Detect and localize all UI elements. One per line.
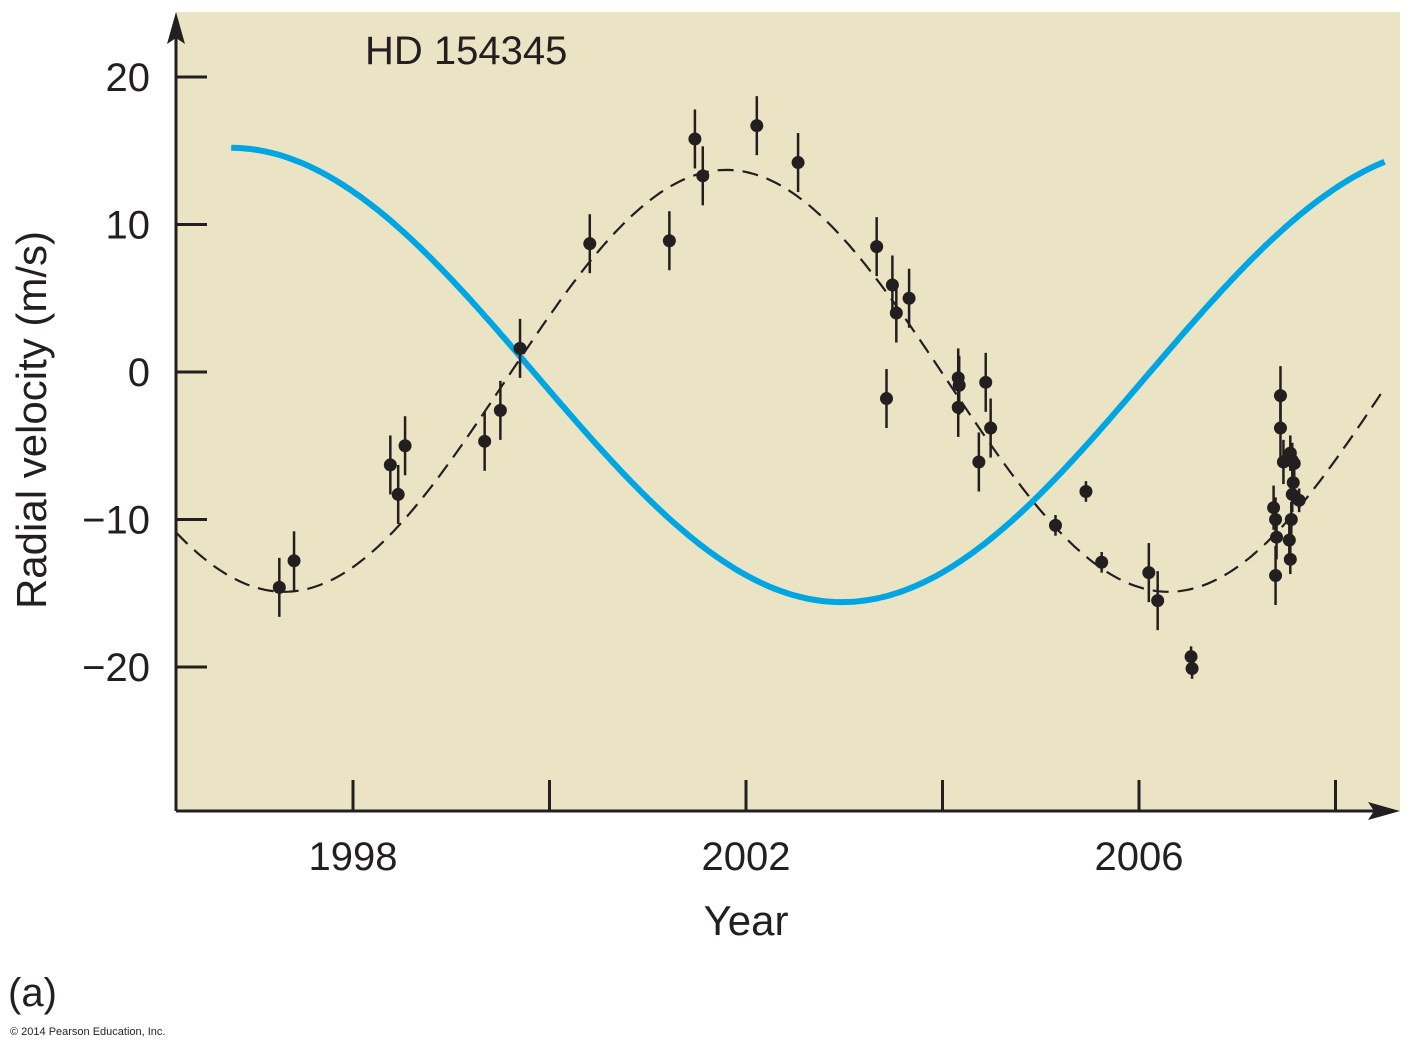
data-point bbox=[1151, 571, 1165, 631]
chart-title: HD 154345 bbox=[365, 29, 567, 73]
data-point bbox=[879, 369, 893, 429]
data-point bbox=[1048, 515, 1062, 536]
data-point bbox=[478, 411, 492, 471]
point-marker bbox=[1287, 456, 1301, 470]
y-axis-arrow-icon bbox=[167, 12, 185, 44]
point-marker bbox=[1185, 661, 1199, 675]
point-marker bbox=[1048, 518, 1062, 532]
data-point bbox=[1292, 488, 1306, 513]
y-tick-label: −20 bbox=[82, 646, 150, 690]
data-point bbox=[979, 352, 993, 412]
point-marker bbox=[1184, 650, 1198, 664]
point-marker bbox=[1142, 566, 1156, 580]
x-tick-label: 2002 bbox=[702, 835, 791, 879]
point-marker bbox=[391, 487, 405, 501]
dashed-fit-curve bbox=[175, 168, 1386, 593]
point-marker bbox=[1283, 552, 1297, 566]
panel-label: (a) bbox=[8, 971, 57, 1015]
point-marker bbox=[688, 132, 702, 146]
data-point bbox=[870, 217, 884, 277]
axes bbox=[167, 12, 1400, 820]
point-marker bbox=[1267, 501, 1281, 515]
point-marker bbox=[398, 439, 412, 453]
y-tick-label: 20 bbox=[106, 56, 151, 100]
data-point bbox=[662, 211, 676, 271]
y-tick-label: −10 bbox=[82, 499, 150, 543]
data-point bbox=[1079, 481, 1093, 502]
point-marker bbox=[1095, 555, 1109, 569]
data-point bbox=[1095, 551, 1109, 573]
data-point bbox=[1283, 544, 1297, 575]
ticks: 20 10 0 −10 −20 1998 2002 2006 bbox=[82, 56, 1337, 879]
point-marker bbox=[750, 119, 764, 133]
data-point bbox=[696, 146, 710, 206]
data-point bbox=[383, 435, 397, 495]
point-marker bbox=[879, 392, 893, 406]
point-marker bbox=[287, 554, 301, 568]
y-axis-label: Radial velocity (m/s) bbox=[8, 231, 55, 609]
point-marker bbox=[984, 421, 998, 435]
data-point bbox=[902, 268, 916, 328]
point-marker bbox=[1284, 513, 1298, 526]
data-point bbox=[688, 109, 702, 169]
curves bbox=[175, 144, 1386, 606]
data-point bbox=[513, 318, 527, 378]
point-marker bbox=[870, 240, 884, 254]
point-marker bbox=[478, 434, 492, 448]
data-point bbox=[272, 557, 286, 617]
point-marker bbox=[1273, 421, 1287, 435]
x-axis-arrow-icon bbox=[1368, 802, 1400, 820]
y-tick-label: 10 bbox=[106, 204, 151, 248]
point-marker bbox=[1282, 533, 1296, 547]
y-tick-label: 0 bbox=[128, 351, 150, 395]
point-marker bbox=[951, 400, 965, 414]
data-point bbox=[398, 416, 412, 476]
data-point bbox=[1284, 501, 1298, 538]
blue-star-curve bbox=[231, 144, 1386, 606]
data-point bbox=[750, 96, 764, 156]
point-marker bbox=[1269, 569, 1283, 583]
point-marker bbox=[272, 580, 286, 594]
point-marker bbox=[791, 156, 805, 170]
point-marker bbox=[696, 169, 710, 183]
data-point bbox=[1287, 448, 1301, 479]
data-point bbox=[1185, 658, 1199, 679]
data-point bbox=[972, 432, 986, 492]
point-marker bbox=[972, 455, 986, 469]
copyright: © 2014 Pearson Education, Inc. bbox=[10, 1026, 165, 1038]
data-point bbox=[1273, 398, 1287, 458]
point-marker bbox=[979, 375, 993, 389]
x-tick-label: 2006 bbox=[1095, 835, 1184, 879]
point-marker bbox=[1079, 484, 1093, 498]
data-point bbox=[984, 398, 998, 458]
point-marker bbox=[383, 458, 397, 472]
point-marker bbox=[1151, 594, 1165, 608]
point-marker bbox=[1270, 530, 1284, 544]
x-axis-label: Year bbox=[704, 897, 789, 944]
data-point bbox=[583, 214, 597, 274]
data-point bbox=[889, 283, 903, 343]
data-point bbox=[1269, 546, 1283, 606]
point-marker bbox=[583, 237, 597, 251]
point-marker bbox=[493, 403, 507, 417]
point-marker bbox=[662, 234, 676, 248]
point-marker bbox=[1273, 389, 1287, 403]
data-point bbox=[1142, 543, 1156, 603]
data-point bbox=[791, 133, 805, 193]
plot-background bbox=[176, 12, 1400, 811]
data-point bbox=[951, 377, 965, 437]
point-marker bbox=[902, 291, 916, 305]
x-tick-label: 1998 bbox=[309, 835, 398, 879]
point-marker bbox=[1292, 493, 1306, 507]
point-marker bbox=[889, 306, 903, 320]
data-point bbox=[391, 464, 405, 524]
data-point bbox=[493, 380, 507, 440]
point-marker bbox=[513, 341, 527, 355]
data-points bbox=[272, 96, 1306, 679]
data-point bbox=[287, 531, 301, 591]
